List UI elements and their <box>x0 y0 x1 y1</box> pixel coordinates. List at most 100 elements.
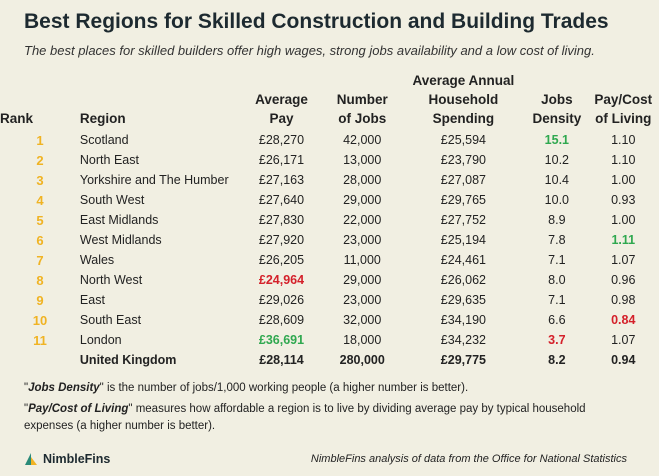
region-cell: East <box>79 293 105 307</box>
density-cell: 10.0 <box>544 193 570 207</box>
note-density-text: is the number of jobs/1,000 working peop… <box>103 382 469 394</box>
spending-cell: £27,087 <box>440 173 486 187</box>
density-cell: 7.1 <box>548 293 566 307</box>
note-ratio-text: measures how affordable a region is to l… <box>24 403 586 432</box>
ratio-cell: 1.10 <box>611 153 636 167</box>
total-row: United Kingdom £28,114 280,000 £29,775 8… <box>0 350 659 370</box>
region-cell: South East <box>79 313 142 327</box>
ratio-cell: 0.98 <box>611 293 636 307</box>
ratio-cell: 1.00 <box>611 173 636 187</box>
pay-cell: £27,830 <box>258 213 305 227</box>
ratio-cell: 0.84 <box>611 313 636 327</box>
region-cell: East Midlands <box>79 213 159 227</box>
table-row: 1 Scotland £28,270 42,000 £25,594 15.1 1.10 <box>0 130 659 150</box>
rank-cell: 3 <box>36 172 44 188</box>
jobs-cell: 11,000 <box>343 253 381 267</box>
region-cell: Scotland <box>79 133 129 147</box>
header-row: Rank Region Average Pay Number of Jobs Ave… <box>0 66 659 130</box>
table-row: 3 Yorkshire and The Humber £27,163 28,000 £2… <box>0 170 659 190</box>
rank-cell: 4 <box>36 192 44 208</box>
table-row: 10 South East £28,609 32,000 £34,190 6.6 0.84 <box>0 310 659 330</box>
spending-cell: £27,752 <box>440 213 486 227</box>
table-body: 1 Scotland £28,270 42,000 £25,594 15.1 1.10 2 No… <box>0 130 659 350</box>
ratio-cell: 1.00 <box>611 213 636 227</box>
spending-cell: £34,232 <box>440 333 486 347</box>
region-cell: South West <box>79 193 145 207</box>
region-cell: West Midlands <box>79 233 162 247</box>
density-cell: 3.7 <box>548 333 566 347</box>
density-cell: 8.0 <box>548 273 566 287</box>
spending-cell: £25,194 <box>440 233 486 247</box>
jobs-cell: 29,000 <box>343 193 382 207</box>
pay-cell: £24,964 <box>258 273 305 287</box>
density-cell: 10.4 <box>544 173 570 187</box>
total-region-cell: United Kingdom <box>79 353 177 367</box>
table-row: 4 South West £27,640 29,000 £29,765 10.0 0.93 <box>0 190 659 210</box>
regions-table: Rank Region Average Pay Number of Jobs Ave… <box>0 66 659 370</box>
density-cell: 8.9 <box>548 213 566 227</box>
header-rank: Rank <box>0 111 34 126</box>
logo-text: NimbleFins <box>43 452 111 466</box>
rank-cell: 11 <box>33 332 47 348</box>
note-jobs-density: "Jobs Density" is the number of jobs/1,0… <box>24 382 469 394</box>
rank-cell: 10 <box>32 312 48 328</box>
pay-cell: £27,163 <box>258 173 305 187</box>
spending-cell: £29,635 <box>440 293 486 307</box>
region-cell: London <box>79 333 122 347</box>
region-cell: North East <box>79 153 139 167</box>
table-row: 8 North West £24,964 29,000 £26,062 8.0 0.96 <box>0 270 659 290</box>
header-number-of-jobs: Number of Jobs <box>336 92 388 126</box>
density-cell: 7.8 <box>548 233 566 247</box>
rank-cell: 5 <box>36 212 44 228</box>
table-row: 7 Wales £26,205 11,000 £24,461 7.1 1.07 <box>0 250 659 270</box>
spending-cell: £26,062 <box>440 273 486 287</box>
header-jobs-density: Jobs Density <box>532 92 582 126</box>
total-density-cell: 8.2 <box>548 353 566 367</box>
jobs-cell: 42,000 <box>343 133 382 147</box>
total-pay-cell: £28,114 <box>259 353 304 367</box>
region-cell: Wales <box>79 253 115 267</box>
rank-cell: 2 <box>36 152 44 168</box>
pay-cell: £26,205 <box>258 253 305 267</box>
jobs-cell: 22,000 <box>343 213 382 227</box>
pay-cell: £27,640 <box>258 193 305 207</box>
note-ratio-term: Pay/Cost of Living <box>28 403 129 415</box>
jobs-cell: 13,000 <box>343 153 382 167</box>
table-row: 11 London £36,691 18,000 £34,232 3.7 1.07 <box>0 330 659 350</box>
header-region: Region <box>79 111 126 126</box>
ratio-cell: 1.07 <box>611 253 636 267</box>
chart-title: Best Regions for Skilled Construction an… <box>24 10 609 33</box>
spending-cell: £29,765 <box>440 193 486 207</box>
pay-cell: £27,920 <box>258 233 305 247</box>
rank-cell: 7 <box>36 252 44 268</box>
jobs-cell: 18,000 <box>343 333 382 347</box>
rank-cell: 8 <box>36 272 44 288</box>
table-row: 2 North East £26,171 13,000 £23,790 10.2 1.10 <box>0 150 659 170</box>
spending-cell: £24,461 <box>440 253 486 267</box>
jobs-cell: 23,000 <box>343 233 382 247</box>
note-density-term: Jobs Density <box>28 382 100 394</box>
density-cell: 15.1 <box>544 133 570 147</box>
jobs-cell: 29,000 <box>343 273 382 287</box>
table-row: 5 East Midlands £27,830 22,000 £27,752 8.9 1.0… <box>0 210 659 230</box>
source-note: NimbleFins analysis of data from the Off… <box>310 453 627 465</box>
chart-subtitle: The best places for skilled builders off… <box>24 43 595 58</box>
region-cell: Yorkshire and The Humber <box>79 173 229 187</box>
spending-cell: £23,790 <box>440 153 486 167</box>
ratio-cell: 1.07 <box>611 333 636 347</box>
pay-cell: £36,691 <box>258 333 305 347</box>
rank-cell: 9 <box>36 292 44 308</box>
pay-cell: £28,609 <box>258 313 305 327</box>
density-cell: 10.2 <box>544 153 570 167</box>
ratio-cell: 1.11 <box>611 233 636 247</box>
header-household-spending: Average Annual Household Spending <box>412 73 515 126</box>
header-average-pay: Average Pay <box>255 92 308 126</box>
region-cell: North West <box>79 273 143 287</box>
fin-logo-icon <box>25 453 37 465</box>
spending-cell: £34,190 <box>440 313 486 327</box>
spending-cell: £25,594 <box>440 133 486 147</box>
table-row: 6 West Midlands £27,920 23,000 £25,194 7.8 1.1… <box>0 230 659 250</box>
rank-cell: 6 <box>36 232 44 248</box>
total-ratio-cell: 0.94 <box>611 353 636 367</box>
total-rank-cell <box>0 350 80 370</box>
